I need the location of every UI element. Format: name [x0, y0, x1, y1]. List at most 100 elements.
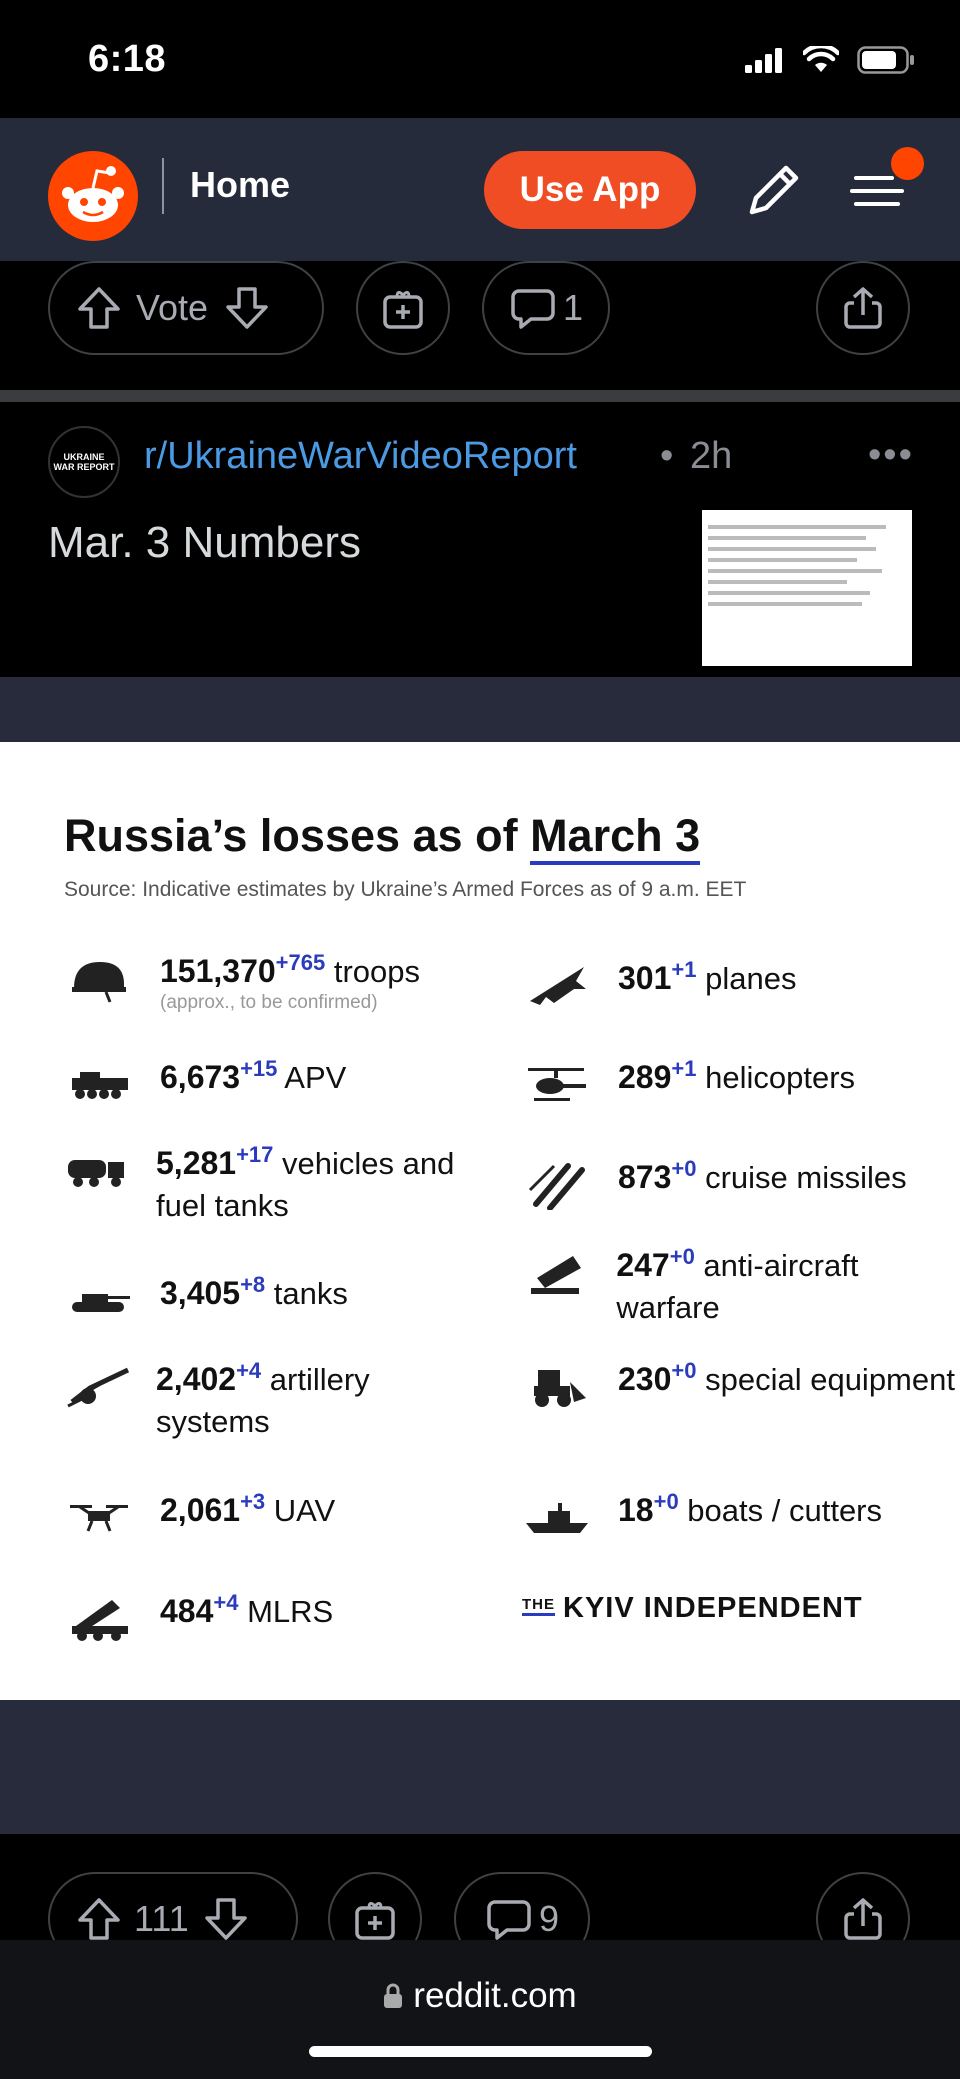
loss-number: 301 — [618, 960, 672, 996]
avatar-text-line2: WAR REPORT — [53, 462, 115, 472]
gift-icon — [383, 290, 423, 329]
status-time: 6:18 — [88, 38, 167, 80]
menu-icon[interactable] — [848, 166, 910, 216]
loss-text: 289+1 helicopters — [618, 1056, 855, 1099]
mlrs-icon — [64, 1594, 134, 1644]
loss-label: cruise missiles — [696, 1160, 907, 1195]
loss-delta: +0 — [671, 1156, 697, 1181]
home-indicator[interactable] — [309, 2046, 652, 2057]
url-bar[interactable]: reddit.com — [0, 1976, 960, 2016]
post-title[interactable]: Mar. 3 Numbers — [48, 518, 361, 567]
loss-item-boat: 18+0 boats / cutters — [522, 1489, 960, 1543]
battery-icon — [857, 46, 914, 74]
loss-item-mlrs: 484+4 MLRS — [64, 1590, 464, 1644]
loss-item-plane: 301+1 planes — [522, 957, 960, 1011]
comment-icon — [487, 1900, 531, 1940]
more-options-icon[interactable]: ••• — [868, 434, 914, 476]
upvote-icon[interactable] — [74, 1894, 124, 1944]
anti-aircraft-icon — [522, 1248, 590, 1298]
loss-label: UAV — [265, 1493, 336, 1528]
loss-number: 2,402 — [156, 1361, 237, 1397]
loss-label: MLRS — [238, 1594, 334, 1629]
downvote-icon[interactable] — [222, 283, 272, 333]
loss-label: helicopters — [696, 1060, 856, 1095]
loss-number: 873 — [618, 1159, 672, 1195]
loss-text: 2,061+3 UAV — [160, 1489, 335, 1532]
loss-number: 2,061 — [160, 1492, 241, 1528]
loss-text: 6,673+15 APV — [160, 1056, 346, 1099]
infographic-source: Source: Indicative estimates by Ukraine’… — [64, 878, 747, 901]
signal-icon — [745, 48, 782, 73]
home-feed-label[interactable]: Home — [190, 164, 291, 205]
status-bar: 6:18 — [0, 0, 960, 118]
upvote-icon[interactable] — [74, 283, 124, 333]
post-actions: 111 9 — [0, 1834, 960, 1966]
url-text: reddit.com — [413, 1976, 577, 2015]
share-icon — [844, 287, 882, 329]
avatar-text-line1: UKRAINE — [63, 452, 105, 462]
post-separator — [0, 390, 960, 402]
loss-item-helmet: 151,370+765 troops (approx., to be confir… — [64, 950, 464, 1013]
vote-control: Vote — [48, 261, 324, 355]
helicopter-icon — [522, 1060, 592, 1110]
previous-post-actions: Vote 1 — [0, 261, 960, 390]
loss-number: 247 — [616, 1247, 670, 1283]
artillery-icon — [64, 1362, 130, 1412]
loss-delta: +17 — [236, 1142, 274, 1167]
loss-label: boats / cutters — [678, 1493, 883, 1528]
loss-delta: +0 — [653, 1489, 679, 1514]
meta-separator: • — [660, 435, 674, 477]
apv-icon — [64, 1060, 134, 1110]
truck-icon — [64, 1146, 130, 1196]
loss-delta: +0 — [671, 1358, 697, 1383]
loss-delta: +765 — [275, 950, 326, 975]
loss-delta: +15 — [240, 1056, 278, 1081]
loss-item-truck: 5,281+17 vehicles and fuel tanks — [64, 1142, 464, 1227]
comments-button[interactable]: 1 — [482, 261, 610, 355]
pencil-icon[interactable] — [742, 158, 806, 222]
title-text: Russia’s losses as of — [64, 810, 531, 861]
loss-item-apv: 6,673+15 APV — [64, 1056, 464, 1110]
loss-delta: +4 — [236, 1358, 262, 1383]
wifi-icon — [803, 46, 839, 72]
loss-label: vehicles and fuel tanks — [156, 1146, 455, 1223]
loss-item-bulldozer: 230+0 special equipment — [522, 1358, 960, 1412]
post-image[interactable]: Russia’s losses as of March 3 Source: In… — [0, 742, 960, 1700]
tank-icon — [64, 1276, 134, 1326]
award-button[interactable] — [356, 261, 450, 355]
share-button[interactable] — [816, 261, 910, 355]
subreddit-avatar[interactable]: UKRAINE WAR REPORT — [48, 426, 120, 498]
missile-icon — [522, 1160, 592, 1210]
post-thumbnail[interactable] — [702, 510, 912, 666]
loss-text: 247+0 anti-aircraft warfare — [616, 1244, 960, 1329]
reddit-logo[interactable] — [48, 151, 138, 241]
loss-label: special equipment — [696, 1362, 955, 1397]
brand-the: THE — [522, 1596, 555, 1616]
share-icon — [844, 1898, 882, 1940]
loss-label: artillery systems — [156, 1362, 370, 1439]
post-card[interactable]: UKRAINE WAR REPORT r/UkraineWarVideoRepo… — [0, 402, 960, 677]
use-app-button[interactable]: Use App — [484, 151, 696, 229]
loss-label: anti-aircraft warfare — [616, 1248, 859, 1325]
loss-item-tank: 3,405+8 tanks — [64, 1272, 464, 1326]
loss-delta: +3 — [240, 1489, 266, 1514]
loss-text: 3,405+8 tanks — [160, 1272, 348, 1315]
drone-icon — [64, 1493, 134, 1543]
snoo-icon — [62, 166, 124, 222]
lock-icon — [384, 1983, 403, 2008]
vote-label: Vote — [136, 287, 209, 328]
brand-name: KYIV INDEPENDENT — [563, 1592, 863, 1624]
status-icons — [745, 46, 915, 74]
title-date: March 3 — [530, 810, 701, 865]
infographic-title: Russia’s losses as of March 3 — [64, 810, 701, 865]
loss-note: (approx., to be confirmed) — [160, 992, 378, 1013]
subreddit-link[interactable]: r/UkraineWarVideoReport — [144, 435, 577, 477]
loss-number: 289 — [618, 1059, 672, 1095]
helmet-icon — [64, 954, 134, 1004]
loss-number: 5,281 — [156, 1145, 237, 1181]
downvote-icon[interactable] — [201, 1894, 251, 1944]
gift-icon — [355, 1901, 395, 1940]
loss-item-helicopter: 289+1 helicopters — [522, 1056, 960, 1110]
vote-count: 111 — [134, 1898, 189, 1939]
post-age: 2h — [690, 435, 733, 477]
